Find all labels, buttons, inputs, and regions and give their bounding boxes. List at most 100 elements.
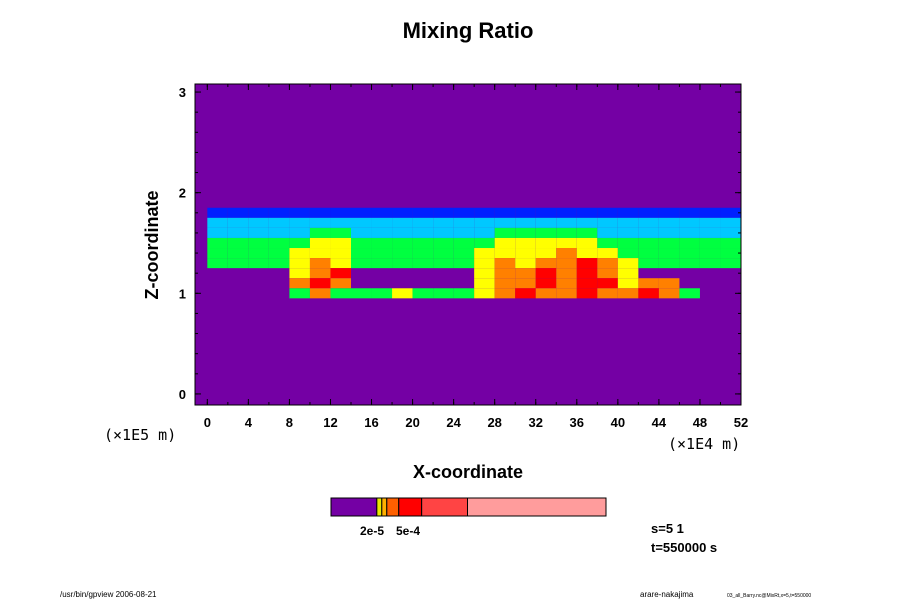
heatmap-cell [248,217,269,228]
heatmap-cell [494,278,516,289]
colorbar-segment [421,497,469,517]
heatmap-cell [392,248,413,259]
heatmap-cell [638,217,659,228]
heatmap-cell [638,258,659,269]
heatmap-cell [392,258,413,269]
footer-right: arare-nakajima [640,590,694,599]
heatmap-cell [351,227,372,238]
heatmap-cell [351,248,372,259]
heatmap-cell [371,207,393,218]
heatmap-cell [638,237,659,249]
heatmap-cell [576,268,598,279]
heatmap-cell [371,248,393,259]
heatmap-cell [679,258,700,269]
heatmap-cell [535,217,557,228]
heatmap-cell [638,227,659,238]
heatmap-cell [412,217,434,228]
heatmap-cell [699,217,721,228]
colorbar-segment [386,497,400,517]
heatmap-cell [617,288,639,299]
y-tick-label: 2 [179,186,186,201]
heatmap-cell [638,207,659,218]
heatmap-cell [289,288,310,299]
heatmap-cell [207,227,228,238]
heatmap-cell [597,237,618,249]
heatmap-cell [658,207,680,218]
heatmap-cell [371,227,393,238]
heatmap-cell [535,268,557,279]
heatmap-cell [330,207,351,218]
heatmap-cell [309,268,331,279]
heatmap-cell [248,258,269,269]
heatmap-cell [207,207,228,218]
heatmap-cell [658,237,680,249]
heatmap-cell [330,227,351,238]
heatmap-cell [699,227,721,238]
heatmap-cell [351,237,372,249]
heatmap-cell [474,217,495,228]
heatmap-cell [617,227,639,238]
heatmap-cell [392,237,413,249]
heatmap-cell [453,237,475,249]
heatmap-cell [679,217,700,228]
heatmap-cell [433,248,454,259]
heatmap-cell [617,237,639,249]
heatmap-cell [330,268,351,279]
heatmap-cell [556,217,577,228]
heatmap-cell [576,288,598,299]
heatmap-cell [309,288,331,299]
heatmap-cell [453,207,475,218]
x-tick-label: 36 [570,415,584,430]
heatmap-cell [535,248,557,259]
plot-frame [194,83,742,406]
t-annotation: t=550000 s [651,540,717,555]
heatmap-cell [617,268,639,279]
heatmap-cell [474,288,495,299]
x-tick-label: 44 [652,415,667,430]
heatmap-cell [227,258,249,269]
heatmap-cell [207,248,228,259]
heatmap-cell [412,227,434,238]
heatmap-cell [535,207,557,218]
x-scale-label: (×1E4 m) [668,435,740,453]
heatmap-cell [227,237,249,249]
heatmap-cell [309,237,331,249]
heatmap-cell [494,248,516,259]
heatmap-cell [556,237,577,249]
heatmap-cell [576,217,598,228]
heatmap-cell [392,227,413,238]
heatmap-cell [699,207,721,218]
heatmap-cell [371,217,393,228]
heatmap-cell [679,248,700,259]
heatmap-cell [556,258,577,269]
heatmap-cell [494,227,516,238]
colorbar-label-1: 2e-5 [360,524,384,538]
heatmap-cell [556,207,577,218]
heatmap-cell [556,268,577,279]
heatmap-cell [330,217,351,228]
heatmap-cell [494,288,516,299]
heatmap-cell [576,237,598,249]
heatmap-cell [515,268,536,279]
heatmap-cell [658,278,680,289]
heatmap-cell [453,227,475,238]
colorbar-segment [467,497,607,517]
heatmap-cell [638,278,659,289]
heatmap-cell [392,217,413,228]
x-tick-label: 0 [204,415,211,430]
heatmap-cell [515,248,536,259]
x-tick-label: 16 [364,415,378,430]
colorbar [330,497,607,517]
heatmap-cell [617,207,639,218]
heatmap-cell [720,237,741,249]
heatmap-cell [597,278,618,289]
heatmap-cell [289,237,310,249]
heatmap-cell [207,258,228,269]
heatmap-cell [289,268,310,279]
heatmap-cell [392,288,413,299]
y-axis-label: Z-coordinate [142,190,162,299]
heatmap-cell [515,258,536,269]
heatmap-cell [617,258,639,269]
heatmap-cell [227,217,249,228]
x-tick-label: 40 [611,415,625,430]
